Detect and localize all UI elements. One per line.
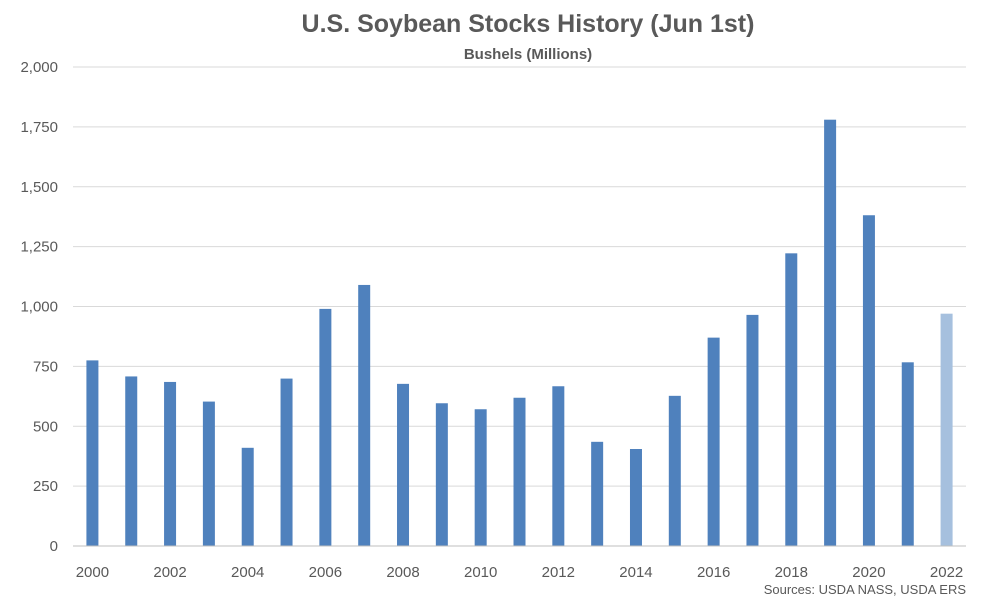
bar-2003 (202, 401, 215, 546)
y-tick-label: 1,000 (20, 299, 58, 316)
y-tick-label: 750 (33, 358, 58, 375)
y-tick-label: 1,250 (20, 239, 58, 256)
bar-2022 (940, 313, 953, 546)
x-tick-label: 2010 (464, 564, 497, 581)
bar-2009 (435, 403, 448, 546)
bar-2010 (474, 409, 487, 546)
bar-2008 (397, 383, 410, 546)
bar-2005 (280, 378, 293, 546)
bar-2000 (86, 360, 99, 546)
bar-2018 (785, 253, 798, 546)
bar-2019 (824, 119, 837, 546)
x-axis-tick-labels: 2000 2002 2004 2006 2008 2010 2012 2014 2016 2018… (76, 564, 964, 581)
bar-2017 (746, 314, 759, 546)
bar-2006 (319, 308, 332, 546)
chart-title: U.S. Soybean Stocks History (Jun 1st) (302, 10, 755, 38)
bar-2001 (125, 376, 138, 546)
y-tick-label: 1,500 (20, 179, 58, 196)
chart-source: Sources: USDA NASS, USDA ERS (764, 582, 967, 597)
bar-2012 (552, 386, 565, 546)
bars (86, 119, 953, 547)
gridlines (73, 66, 966, 487)
y-tick-label: 500 (33, 418, 58, 435)
bar-2007 (358, 284, 371, 546)
x-tick-label: 2012 (542, 564, 575, 581)
x-tick-label: 2018 (775, 564, 808, 581)
bar-2014 (629, 449, 642, 546)
x-tick-label: 2014 (619, 564, 652, 581)
x-tick-label: 2020 (852, 564, 885, 581)
y-axis-tick-labels: 0 250 500 750 1,000 1,250 1,500 1,750 2,000 (20, 59, 58, 555)
bar-2020 (862, 215, 875, 547)
chart-subtitle: Bushels (Millions) (464, 46, 592, 63)
y-tick-label: 1,750 (20, 119, 58, 136)
bar-2011 (513, 397, 526, 546)
bar-2015 (668, 395, 681, 546)
x-tick-label: 2002 (153, 564, 186, 581)
bar-2004 (241, 447, 254, 546)
x-tick-label: 2022 (930, 564, 963, 581)
x-tick-label: 2008 (386, 564, 419, 581)
bar-2002 (164, 381, 177, 546)
x-tick-label: 2016 (697, 564, 730, 581)
x-tick-label: 2004 (231, 564, 264, 581)
bar-2016 (707, 337, 720, 546)
x-tick-label: 2000 (76, 564, 109, 581)
y-tick-label: 2,000 (20, 59, 58, 76)
bar-2021 (901, 362, 914, 546)
x-tick-label: 2006 (309, 564, 342, 581)
bar-2013 (591, 441, 604, 546)
y-tick-label: 250 (33, 478, 58, 495)
y-tick-label: 0 (50, 538, 58, 555)
